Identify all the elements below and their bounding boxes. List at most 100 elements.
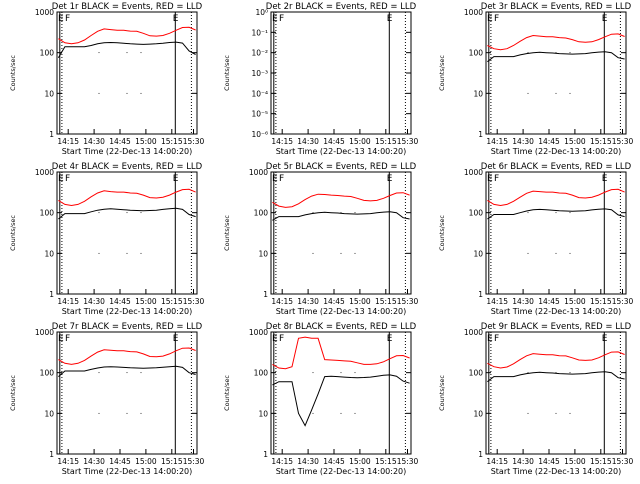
y-tick-label: 100 (469, 209, 484, 218)
x-tick-label: 15:00 (135, 457, 157, 466)
y-axis-label: Counts/sec (438, 55, 446, 91)
x-tick-label: 14:30 (297, 297, 319, 306)
grid-dot (555, 412, 557, 414)
x-tick-label: 14:30 (297, 137, 319, 146)
x-tick-label: 15:15 (161, 297, 183, 306)
x-tick-label: 14:45 (538, 457, 560, 466)
event-marker-e: E (272, 334, 278, 344)
x-axis-label: Start Time (22-Dec-13 14:00:20) (491, 307, 622, 316)
grid-dot (354, 212, 356, 214)
event-marker-e: E (487, 14, 493, 24)
y-tick-label: 10 (473, 89, 483, 98)
detector-panel-9: Det 9r BLACK = Events, RED = LLD Counts/s… (438, 322, 634, 476)
grid-dot (98, 212, 100, 214)
grid-dot (527, 92, 529, 94)
panel-title: Det 7r BLACK = Events, RED = LLD (52, 322, 203, 332)
x-tick-label: 14:30 (297, 457, 319, 466)
y-tick-label: 100 (254, 369, 269, 378)
y-tick-label: 1000 (35, 328, 54, 337)
y-tick-label: 1000 (35, 8, 54, 17)
event-marker-f: F (279, 14, 284, 24)
x-tick-label: 15:00 (349, 137, 371, 146)
detector-panel-3: Det 3r BLACK = Events, RED = LLD Counts/s… (438, 2, 634, 156)
x-tick-label: 14:45 (323, 297, 345, 306)
y-axis-label: Counts/sec (223, 55, 231, 91)
event-marker-f: F (494, 174, 499, 184)
x-axis-label: Start Time (22-Dec-13 14:00:20) (62, 307, 193, 316)
grid-dot (555, 92, 557, 94)
lld-series-line (272, 192, 410, 208)
x-tick-label: 15:15 (161, 137, 183, 146)
x-tick-label: 15:30 (397, 457, 419, 466)
grid-dot (126, 412, 128, 414)
grid-dot (354, 372, 356, 374)
y-tick-label: 10⁻¹ (251, 28, 268, 37)
lld-series-line (487, 33, 625, 51)
y-tick-label: 1000 (35, 168, 54, 177)
grid-dot (569, 412, 571, 414)
y-axis-label: Counts/sec (9, 375, 17, 411)
y-tick-label: 1000 (464, 168, 483, 177)
x-axis-label: Start Time (22-Dec-13 14:00:20) (491, 147, 622, 156)
detector-panel-5: Det 5r BLACK = Events, RED = LLD Counts/s… (223, 162, 419, 316)
x-tick-label: 14:15 (486, 457, 508, 466)
grid-dot (312, 412, 314, 414)
y-tick-label: 100 (254, 209, 269, 218)
x-tick-label: 14:15 (271, 457, 293, 466)
detector-panel-7: Det 7r BLACK = Events, RED = LLD Counts/s… (9, 322, 205, 476)
x-tick-label: 14:15 (486, 297, 508, 306)
y-tick-label: 10 (44, 249, 54, 258)
event-marker-e: E (58, 334, 64, 344)
y-axis-label: Counts/sec (223, 375, 231, 411)
grid-dot (98, 52, 100, 54)
detector-panel-4: Det 4r BLACK = Events, RED = LLD Counts/s… (9, 162, 205, 316)
plot-frame (56, 331, 198, 455)
x-axis-label: Start Time (22-Dec-13 14:00:20) (276, 467, 407, 476)
y-tick-label: 10⁰ (255, 8, 268, 17)
events-series-line (57, 41, 196, 58)
x-tick-label: 14:45 (323, 457, 345, 466)
x-tick-label: 14:15 (271, 297, 293, 306)
lld-series-line (58, 188, 196, 207)
y-tick-label: 10 (473, 409, 483, 418)
grid-dot (98, 252, 100, 254)
x-tick-label: 15:00 (135, 137, 157, 146)
x-tick-label: 14:45 (109, 457, 131, 466)
y-tick-label: 10⁻² (251, 49, 268, 58)
plot-frame (56, 11, 198, 135)
x-tick-label: 15:15 (590, 137, 612, 146)
y-tick-label: 10 (44, 89, 54, 98)
events-series-line (272, 211, 410, 221)
x-tick-label: 14:15 (57, 457, 79, 466)
grid-dot (555, 212, 557, 214)
events-series-line (487, 371, 625, 383)
grid-dot (569, 252, 571, 254)
grid-dot (140, 412, 142, 414)
grid-dot (140, 52, 142, 54)
y-tick-label: 1000 (464, 328, 483, 337)
y-tick-label: 100 (40, 209, 55, 218)
y-tick-label: 1 (263, 450, 268, 459)
x-tick-label: 14:30 (83, 457, 105, 466)
grid-dot (555, 252, 557, 254)
event-marker-e: E (487, 174, 493, 184)
x-tick-label: 14:30 (512, 457, 534, 466)
x-tick-label: 14:15 (57, 297, 79, 306)
y-tick-label: 10 (258, 409, 268, 418)
x-tick-label: 14:30 (512, 297, 534, 306)
x-tick-label: 15:15 (375, 297, 397, 306)
x-tick-label: 15:15 (590, 297, 612, 306)
events-series-line (487, 208, 625, 220)
x-tick-label: 14:45 (323, 137, 345, 146)
grid-dot (527, 252, 529, 254)
x-tick-label: 15:30 (612, 457, 634, 466)
grid-dot (126, 212, 128, 214)
y-tick-label: 10⁻⁵ (251, 110, 268, 119)
y-tick-label: 10⁻⁴ (251, 89, 268, 98)
grid-dot (527, 212, 529, 214)
panel-title: Det 4r BLACK = Events, RED = LLD (52, 162, 203, 172)
y-tick-label: 10⁻³ (251, 69, 268, 78)
plot-frame (485, 331, 627, 455)
x-tick-label: 15:00 (564, 137, 586, 146)
